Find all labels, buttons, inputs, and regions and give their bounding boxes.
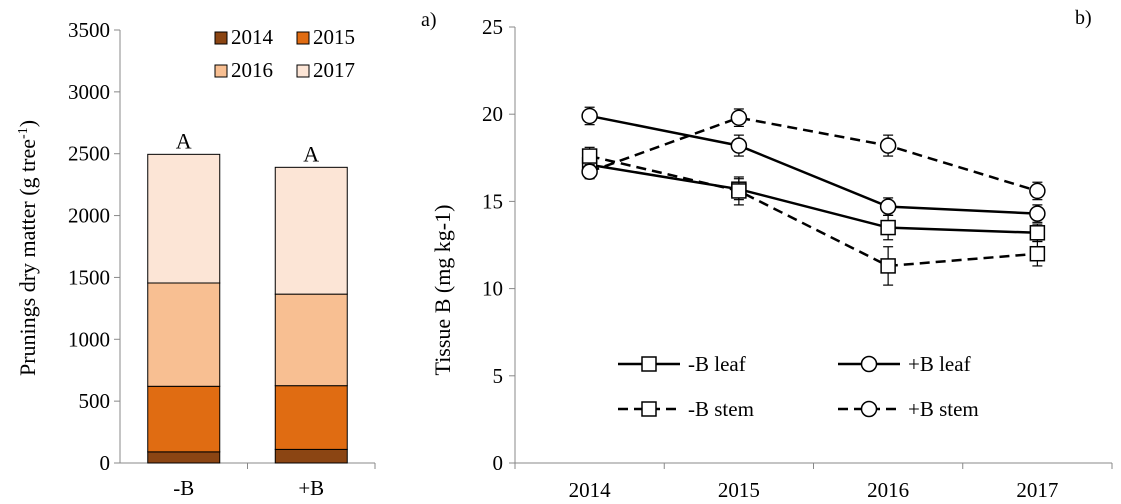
legend-marker--B-leaf bbox=[641, 356, 657, 372]
bar-segment-2014 bbox=[274, 448, 348, 464]
y-axis-label-superscript: -1 bbox=[16, 127, 31, 139]
series--B-leaf bbox=[581, 157, 1046, 243]
data-point bbox=[730, 137, 748, 154]
legend-label-+B-stem: +B stem bbox=[908, 397, 979, 421]
bar-chart-y-tick-label: 1500 bbox=[68, 265, 110, 289]
line-chart-y-tick-label: 5 bbox=[493, 364, 504, 388]
data-point bbox=[581, 107, 598, 125]
bar-chart-bars: AA bbox=[147, 128, 348, 464]
data-point bbox=[1029, 182, 1046, 200]
bar-chart-y-tick-label: 3000 bbox=[68, 80, 110, 104]
line-chart: 0 5 10 15 20 25 2014 2015 2016 2017 -B leaf +B lea… bbox=[430, 15, 1113, 502]
legend-label-2015: 2015 bbox=[313, 25, 355, 49]
line-chart-y-tick-label: 20 bbox=[482, 102, 503, 126]
y-axis-label-main: Prunings dry matter (g tree bbox=[15, 139, 40, 376]
bar-chart-y-tick-label: 3500 bbox=[68, 18, 110, 42]
legend-label-2014: 2014 bbox=[231, 25, 274, 49]
legend-swatch-2017 bbox=[296, 64, 310, 78]
series--B-stem bbox=[581, 146, 1046, 286]
series-+B-stem bbox=[581, 108, 1046, 201]
legend-label--B-leaf: -B leaf bbox=[688, 352, 746, 376]
legend-label-2016: 2016 bbox=[231, 58, 273, 82]
bar-chart-x-tick-label: +B bbox=[298, 476, 324, 500]
data-point bbox=[581, 148, 598, 164]
line-chart-x-tick-label: 2015 bbox=[718, 478, 760, 502]
legend-marker-+B-leaf bbox=[860, 355, 878, 373]
data-point bbox=[731, 183, 747, 199]
line-chart-x-tick-label: 2016 bbox=[867, 478, 909, 502]
data-point bbox=[1029, 205, 1046, 222]
series-line bbox=[589, 116, 1038, 193]
legend-label-2017: 2017 bbox=[313, 58, 355, 82]
y-axis-label-close: ) bbox=[15, 120, 40, 127]
line-chart-y-tick-label: 0 bbox=[493, 451, 504, 475]
legend-swatch-2016 bbox=[214, 64, 228, 78]
line-chart-axes: 0 5 10 15 20 25 2014 2015 2016 2017 bbox=[482, 15, 1113, 502]
bar-chart-legend: 2014 2015 2016 2017 bbox=[214, 25, 355, 82]
bar-chart-y-tick-label: 1000 bbox=[68, 327, 110, 351]
legend-swatch-2015 bbox=[296, 31, 310, 45]
data-point bbox=[581, 163, 598, 181]
legend-marker--B-stem bbox=[641, 401, 657, 417]
line-chart-y-tick-label: 25 bbox=[482, 15, 503, 39]
bar-chart-y-tick-label: 2000 bbox=[68, 204, 110, 228]
bar-segment-2015 bbox=[274, 385, 348, 450]
line-chart-y-tick-label: 10 bbox=[482, 277, 503, 301]
data-point bbox=[730, 109, 748, 126]
bar-chart-axes: 0 500 1000 1500 2000 2500 3000 3500 -B +B bbox=[68, 18, 376, 500]
bar-segment-2016 bbox=[274, 293, 348, 387]
bar-chart-y-tick-label: 500 bbox=[79, 389, 111, 413]
panel-label-a: a) bbox=[421, 9, 437, 31]
data-point bbox=[880, 258, 896, 274]
legend-label-+B-leaf: +B leaf bbox=[908, 352, 971, 376]
significance-letter: A bbox=[303, 141, 319, 166]
line-chart-series bbox=[581, 106, 1046, 286]
bar-segment-2016 bbox=[147, 282, 221, 387]
bar-segment-2017 bbox=[147, 153, 221, 284]
line-chart-x-tick-label: 2014 bbox=[569, 478, 612, 502]
line-chart-x-tick-label: 2017 bbox=[1016, 478, 1058, 502]
legend-marker-+B-stem bbox=[860, 400, 878, 418]
legend-swatch-2014 bbox=[214, 31, 228, 45]
data-point bbox=[1029, 225, 1046, 241]
series-+B-leaf bbox=[581, 106, 1046, 223]
data-point bbox=[879, 137, 897, 154]
series-line bbox=[589, 163, 1038, 235]
data-point bbox=[879, 198, 897, 215]
bar-segment-2017 bbox=[274, 166, 348, 295]
line-chart-legend: -B leaf +B leaf -B stem +B stem bbox=[618, 352, 979, 421]
bar-chart-y-tick-label: 2500 bbox=[68, 142, 110, 166]
significance-letter: A bbox=[176, 128, 192, 153]
legend-label--B-stem: -B stem bbox=[688, 397, 754, 421]
series-line bbox=[589, 114, 1038, 215]
bar-segment-2014 bbox=[147, 451, 221, 464]
data-point bbox=[880, 219, 896, 236]
line-chart-y-axis-label: Tissue B (mg kg-1) bbox=[430, 205, 455, 376]
bar-chart-y-tick-label: 0 bbox=[100, 451, 111, 475]
line-chart-y-tick-label: 15 bbox=[482, 189, 503, 213]
panel-label-b: b) bbox=[1075, 7, 1092, 29]
bar-chart-x-tick-label: -B bbox=[173, 476, 194, 500]
data-point bbox=[1029, 245, 1046, 262]
bar-segment-2015 bbox=[147, 385, 221, 453]
bar-chart-y-axis-label: Prunings dry matter (g tree-1) bbox=[15, 120, 40, 376]
